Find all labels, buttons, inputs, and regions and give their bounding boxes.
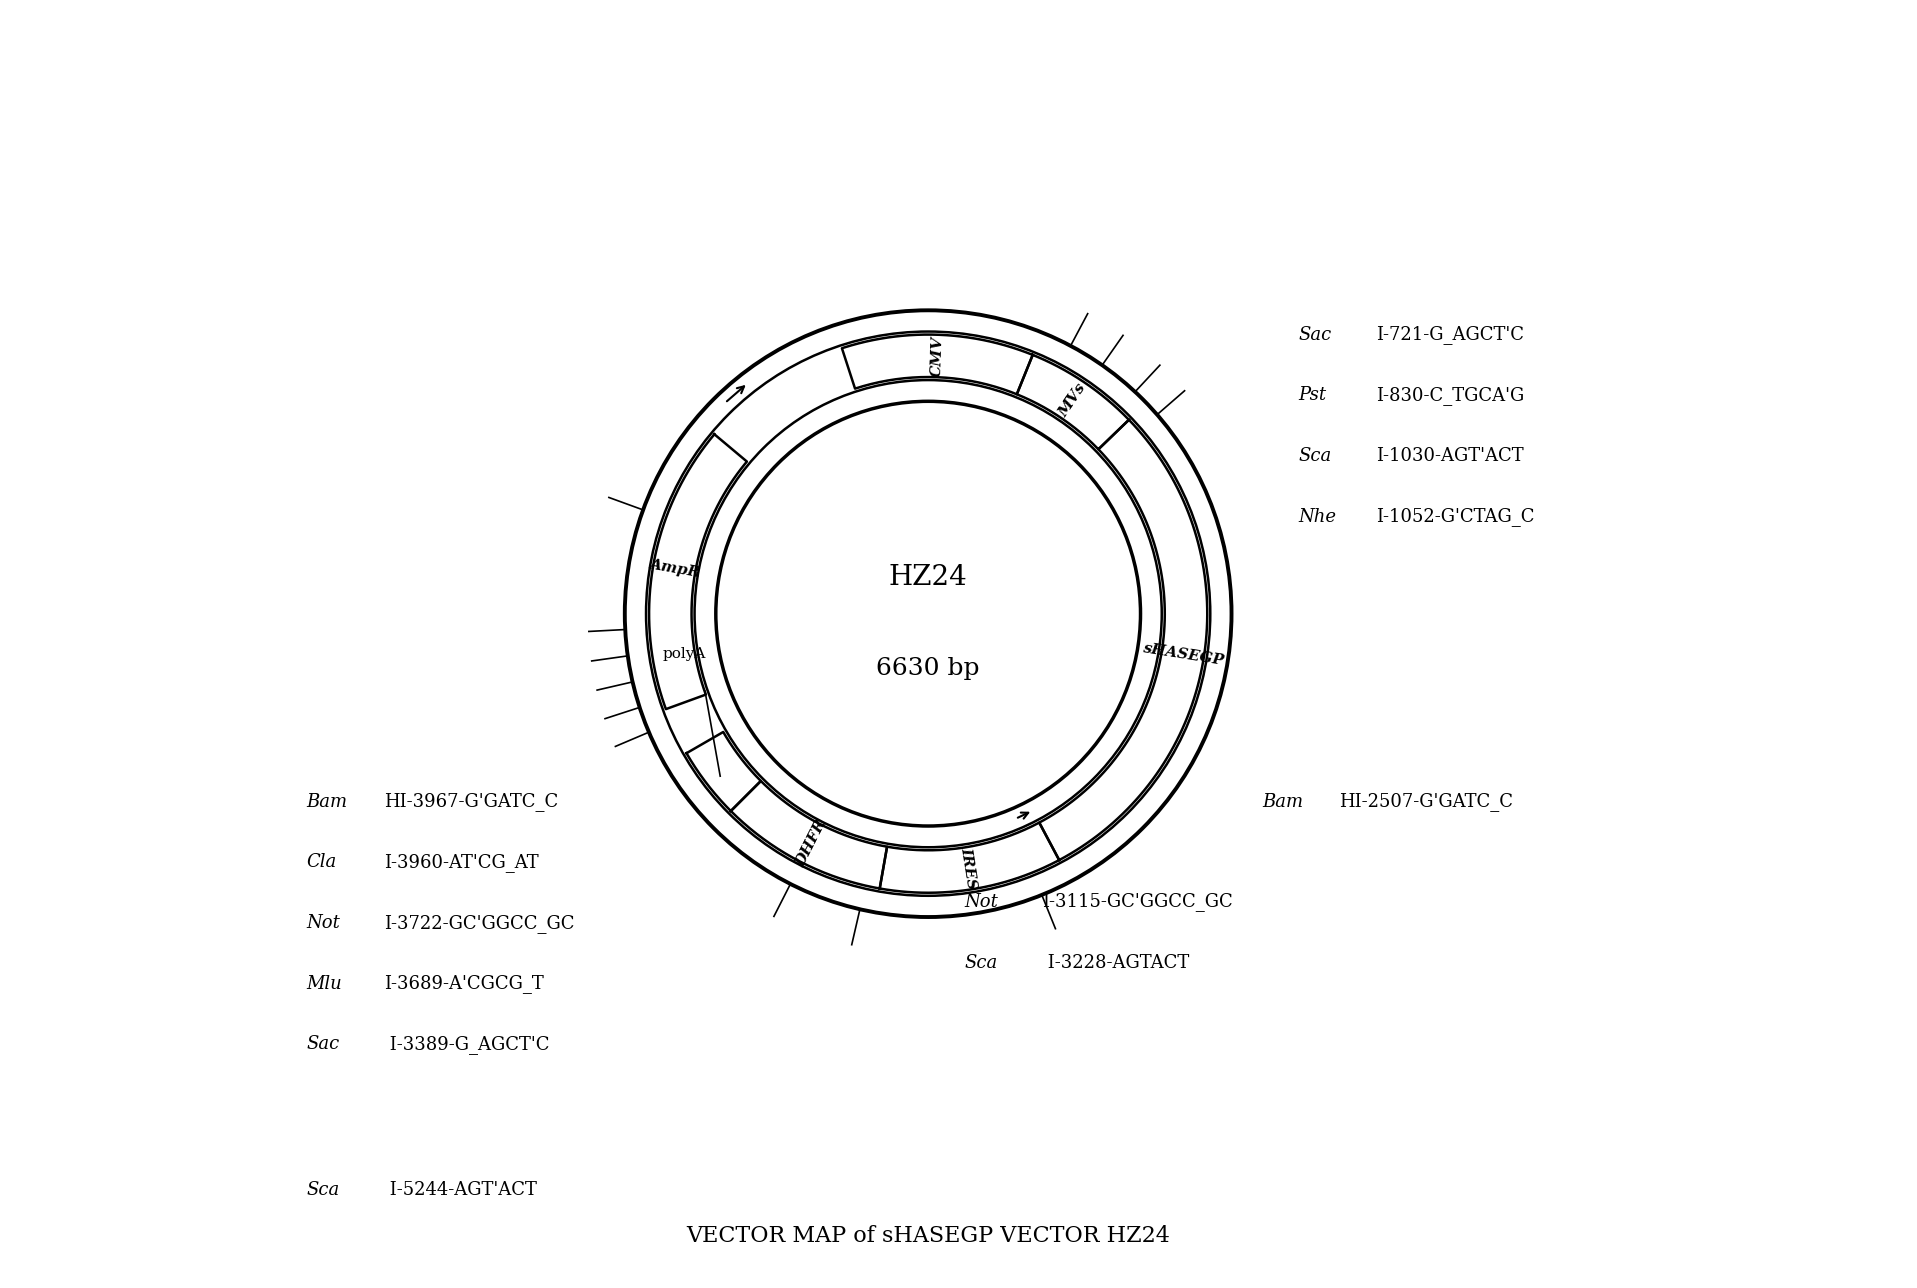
Text: Sac: Sac — [1298, 326, 1332, 344]
Text: polyA: polyA — [661, 647, 705, 661]
Text: Sca: Sca — [307, 1181, 339, 1199]
Text: Not: Not — [964, 893, 999, 911]
Text: Sca: Sca — [1298, 447, 1332, 465]
Text: Mlu: Mlu — [307, 975, 341, 993]
Text: MVs: MVs — [1056, 380, 1089, 420]
Polygon shape — [650, 434, 748, 710]
Text: Sac: Sac — [307, 1036, 339, 1054]
Text: AmpR: AmpR — [648, 558, 702, 580]
Text: I-830-C_TGCA'G: I-830-C_TGCA'G — [1376, 386, 1524, 404]
Text: Cla: Cla — [307, 854, 337, 872]
Text: CMV: CMV — [930, 335, 945, 376]
Text: I-3228-AGTACT: I-3228-AGTACT — [1043, 953, 1189, 971]
Text: 6630 bp: 6630 bp — [876, 657, 980, 680]
Text: I-3389-G_AGCT'C: I-3389-G_AGCT'C — [383, 1036, 548, 1054]
Text: Bam: Bam — [307, 792, 347, 810]
Polygon shape — [686, 732, 761, 811]
Text: HZ24: HZ24 — [889, 564, 968, 591]
Text: IRES: IRES — [958, 846, 980, 890]
Text: Nhe: Nhe — [1298, 507, 1336, 526]
Text: sHASEGP: sHASEGP — [1141, 640, 1225, 667]
Polygon shape — [880, 823, 1060, 893]
Text: HI-2507-G'GATC_C: HI-2507-G'GATC_C — [1340, 792, 1513, 811]
Text: I-721-G_AGCT'C: I-721-G_AGCT'C — [1376, 325, 1524, 344]
Text: I-3960-AT'CG_AT: I-3960-AT'CG_AT — [383, 853, 539, 872]
Text: DHFR: DHFR — [794, 818, 828, 869]
Text: Pst: Pst — [1298, 386, 1327, 404]
Text: Not: Not — [307, 914, 339, 933]
Text: Sca: Sca — [964, 953, 999, 971]
Text: I-3722-GC'GGCC_GC: I-3722-GC'GGCC_GC — [383, 913, 573, 933]
Text: Bam: Bam — [1261, 792, 1304, 810]
Polygon shape — [1039, 420, 1208, 860]
Text: VECTOR MAP of sHASEGP VECTOR HZ24: VECTOR MAP of sHASEGP VECTOR HZ24 — [686, 1225, 1169, 1247]
Polygon shape — [1016, 355, 1129, 450]
Text: HI-3967-G'GATC_C: HI-3967-G'GATC_C — [383, 792, 558, 811]
Text: I-3115-GC'GGCC_GC: I-3115-GC'GGCC_GC — [1043, 893, 1233, 912]
Text: I-3689-A'CGCG_T: I-3689-A'CGCG_T — [383, 974, 543, 993]
Polygon shape — [842, 335, 1033, 394]
Polygon shape — [730, 781, 888, 889]
Text: I-1052-G'CTAG_C: I-1052-G'CTAG_C — [1376, 507, 1534, 526]
Text: I-1030-AGT'ACT: I-1030-AGT'ACT — [1376, 447, 1524, 465]
Text: I-5244-AGT'ACT: I-5244-AGT'ACT — [383, 1181, 537, 1199]
